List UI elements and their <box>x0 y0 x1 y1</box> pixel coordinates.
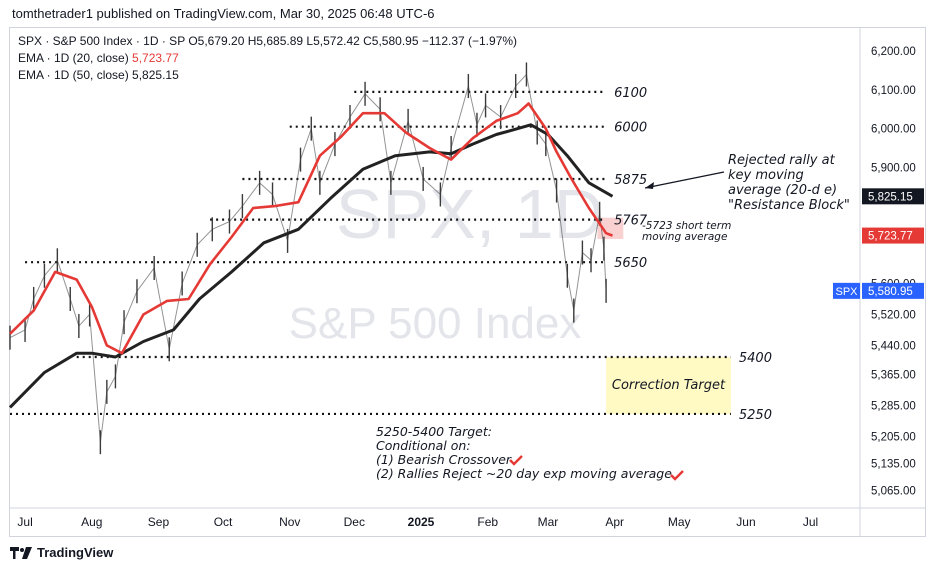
target-note-line: 5250-5400 Target: <box>376 424 492 439</box>
ema50-value: 5,825.15 <box>132 68 179 82</box>
x-tick-label: Oct <box>214 515 233 529</box>
symbol-line: SPX · S&P 500 Index · 1D · SP <box>18 34 185 48</box>
watermark-symbol: SPX, 1D <box>336 175 604 253</box>
tradingview-brand: TradingView <box>37 545 114 560</box>
publish-line: tomthetrader1 published on TradingView.c… <box>12 6 435 21</box>
x-tick-label: Dec <box>344 515 365 529</box>
y-tick-label: 5,440.00 <box>871 340 916 352</box>
y-tick-label: 6,100.00 <box>871 85 916 97</box>
price-tag-value: 5,825.15 <box>868 191 913 203</box>
ema20-legend[interactable]: EMA · 1D (20, close) 5,723.77 <box>18 51 179 65</box>
level-label-5875: 5875 <box>614 173 647 188</box>
ema50-label: EMA · 1D (50, close) <box>18 68 129 82</box>
x-tick-label: Feb <box>477 515 498 529</box>
y-tick-label: 5,285.00 <box>871 400 916 412</box>
y-tick-label: 5,205.00 <box>871 431 916 443</box>
y-tick-label: 6,000.00 <box>871 124 916 136</box>
watermark-name: S&P 500 Index <box>289 299 582 348</box>
ema20-line <box>9 102 613 355</box>
x-tick-label: Sep <box>148 515 170 529</box>
x-tick-label: Jul <box>803 515 818 529</box>
ema50-line <box>8 123 614 409</box>
y-tick-label: 5,135.00 <box>871 458 916 470</box>
x-tick-label: Apr <box>605 515 624 529</box>
ema50-legend[interactable]: EMA · 1D (50, close) 5,825.15 <box>18 68 179 82</box>
rejected-rally-annotation: "Resistance Block" <box>728 198 850 213</box>
ema20-label: EMA · 1D (20, close) <box>18 51 129 65</box>
correction-target-label: Correction Target <box>612 378 726 393</box>
correction-target-zone <box>606 357 731 414</box>
level-label-6100: 6100 <box>614 86 647 101</box>
rejected-rally-annotation: key moving <box>728 168 804 183</box>
resistance-block <box>597 217 624 239</box>
level-label-6000: 6000 <box>614 121 647 136</box>
rejected-rally-annotation: average (20-d e) <box>728 183 837 198</box>
y-tick-label: 5,520.00 <box>871 309 916 321</box>
x-tick-label: Jul <box>17 515 32 529</box>
tradingview-footer[interactable]: TradingView <box>10 545 113 560</box>
checkmark-icon <box>670 470 684 481</box>
price-tag-symbol: SPX <box>835 286 858 298</box>
short-term-annotation: -5723 short term <box>642 220 731 232</box>
x-tick-label: Mar <box>538 515 559 529</box>
level-label-5400: 5400 <box>739 351 772 366</box>
rejected-rally-annotation: Rejected rally at <box>728 153 836 168</box>
x-tick-label: May <box>668 515 691 529</box>
x-tick-label: 2025 <box>408 515 435 529</box>
y-tick-label: 6,200.00 <box>871 46 916 58</box>
level-label-5650: 5650 <box>614 256 647 271</box>
price-tag-bg <box>862 282 924 299</box>
price-tag-bg <box>862 188 924 205</box>
short-term-annotation: moving average <box>642 231 727 243</box>
arrow-head-icon <box>645 182 654 189</box>
price-tag-symbol-bg <box>833 282 860 299</box>
price-tag-bg <box>862 227 924 244</box>
tradingview-logo-icon <box>10 546 32 559</box>
price-tag-value: 5,580.95 <box>868 286 913 298</box>
y-tick-label: 5,065.00 <box>871 486 916 498</box>
x-tick-label: Aug <box>81 515 102 529</box>
ema20-value: 5,723.77 <box>132 51 179 65</box>
target-note-line: (1) Bearish Crossover <box>376 452 512 467</box>
y-tick-label: 5,365.00 <box>871 369 916 381</box>
target-note-line: (2) Rallies Reject ~20 day exp moving av… <box>376 466 672 481</box>
x-tick-label: Nov <box>279 515 300 529</box>
level-label-5250: 5250 <box>739 408 772 423</box>
symbol-legend[interactable]: SPX · S&P 500 Index · 1D · SP O5,679.20 … <box>18 34 517 48</box>
price-tag-value: 5,723.77 <box>868 231 913 243</box>
rejected-rally-arrow <box>644 171 725 189</box>
y-tick-label: 5,900.00 <box>871 162 916 174</box>
checkmark-icon <box>509 455 523 466</box>
ohlc-values: O5,679.20 H5,685.89 L5,572.42 C5,580.95 … <box>188 34 518 48</box>
target-note-line: Conditional on: <box>376 438 471 453</box>
level-label-5767: 5767 <box>614 214 648 229</box>
chart-frame <box>9 27 926 537</box>
x-tick-label: Jun <box>736 515 755 529</box>
